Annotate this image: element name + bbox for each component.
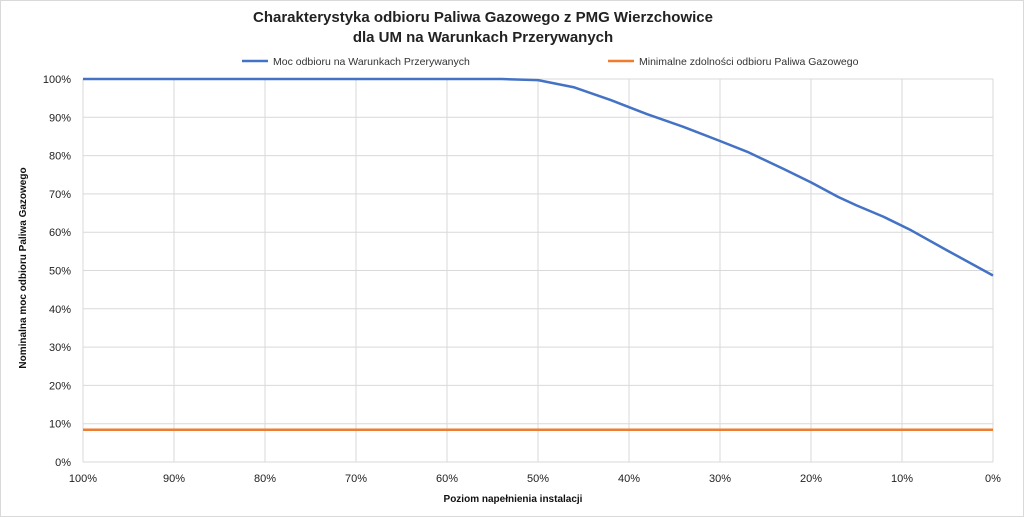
grid (82, 78, 994, 463)
y-tick-label: 40% (49, 304, 71, 316)
y-tick-label: 90% (49, 112, 71, 124)
y-tick-label: 20% (49, 380, 71, 392)
x-tick-label: 20% (800, 473, 822, 485)
legend: Moc odbioru na Warunkach Przerywanych Min… (242, 56, 859, 68)
y-tick-label: 80% (49, 151, 71, 163)
y-axis-title: Nominalna moc odbioru Paliwa Gazowego (18, 167, 29, 368)
x-axis-title: Poziom napełnienia instalacji (444, 494, 583, 505)
legend-label: Minimalne zdolności odbioru Paliwa Gazow… (639, 56, 859, 68)
x-tick-label: 10% (891, 473, 913, 485)
chart-title-line-2: dla UM na Warunkach Przerywanych (353, 29, 613, 46)
y-tick-label: 60% (49, 227, 71, 239)
legend-item: Minimalne zdolności odbioru Paliwa Gazow… (608, 56, 859, 68)
x-tick-label: 40% (618, 473, 640, 485)
x-tick-label: 60% (436, 473, 458, 485)
x-tick-labels: 100% 90% 80% 70% 60% 50% 40% 30% 20% 10% 0% (69, 473, 1001, 485)
y-tick-label: 30% (49, 342, 71, 354)
series-line-moc-odbioru (83, 77, 994, 277)
legend-label: Moc odbioru na Warunkach Przerywanych (273, 56, 470, 68)
x-tick-label: 100% (69, 473, 97, 485)
x-tick-label: 50% (527, 473, 549, 485)
x-tick-label: 0% (985, 473, 1001, 485)
y-tick-labels: 0% 10% 20% 30% 40% 50% 60% 70% 80% 90% 100% (43, 74, 71, 469)
y-tick-label: 100% (43, 74, 71, 86)
y-tick-label: 70% (49, 189, 71, 201)
x-tick-label: 90% (163, 473, 185, 485)
x-tick-label: 80% (254, 473, 276, 485)
y-tick-label: 10% (49, 419, 71, 431)
chart-title-line-1: Charakterystyka odbioru Paliwa Gazowego … (253, 9, 713, 26)
series-lines (83, 77, 994, 432)
legend-item: Moc odbioru na Warunkach Przerywanych (242, 56, 470, 68)
x-tick-label: 30% (709, 473, 731, 485)
y-tick-label: 50% (49, 266, 71, 278)
x-tick-label: 70% (345, 473, 367, 485)
y-tick-label: 0% (55, 457, 71, 469)
